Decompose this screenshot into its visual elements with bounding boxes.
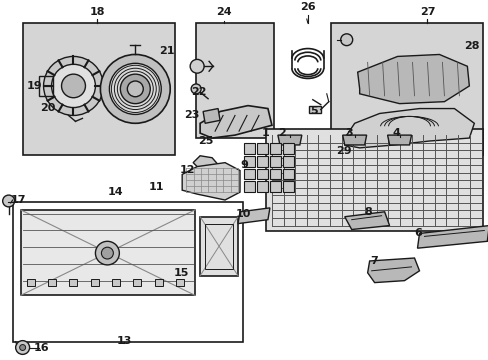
- Text: 29: 29: [335, 146, 351, 156]
- Text: 5: 5: [309, 105, 317, 116]
- Text: 15: 15: [173, 268, 188, 278]
- Bar: [244, 156, 254, 167]
- Text: 11: 11: [148, 182, 164, 192]
- Text: 3: 3: [345, 128, 353, 138]
- Circle shape: [109, 63, 161, 114]
- Polygon shape: [357, 54, 468, 104]
- Bar: [155, 279, 163, 285]
- Polygon shape: [417, 226, 488, 248]
- Polygon shape: [182, 163, 240, 200]
- Bar: [330, 23, 482, 155]
- Bar: [283, 181, 293, 192]
- Text: 19: 19: [26, 81, 42, 91]
- Text: 20: 20: [41, 103, 56, 113]
- Text: 27: 27: [419, 7, 434, 17]
- Text: 14: 14: [107, 187, 123, 197]
- Circle shape: [101, 247, 113, 259]
- Text: 2: 2: [277, 128, 285, 138]
- Text: 13: 13: [117, 336, 132, 346]
- Circle shape: [190, 59, 203, 73]
- Bar: [283, 143, 293, 154]
- Polygon shape: [277, 135, 301, 145]
- Circle shape: [61, 74, 85, 98]
- Bar: [308, 105, 320, 113]
- Bar: [244, 143, 254, 154]
- Circle shape: [340, 34, 352, 46]
- Text: 16: 16: [34, 342, 49, 352]
- Circle shape: [2, 195, 15, 207]
- Polygon shape: [238, 208, 269, 224]
- Text: 8: 8: [364, 207, 372, 217]
- Text: 4: 4: [392, 128, 400, 138]
- Bar: [256, 168, 267, 179]
- Bar: [200, 217, 238, 276]
- Bar: [20, 210, 195, 296]
- Bar: [112, 279, 120, 285]
- Bar: [196, 23, 273, 138]
- Bar: [39, 76, 52, 96]
- Text: 7: 7: [370, 256, 378, 266]
- Bar: [91, 279, 99, 285]
- Circle shape: [127, 81, 143, 97]
- Bar: [265, 129, 482, 231]
- Circle shape: [51, 64, 95, 108]
- Bar: [13, 202, 243, 342]
- Text: 10: 10: [236, 209, 251, 219]
- Text: 28: 28: [463, 41, 478, 51]
- Bar: [269, 156, 280, 167]
- Bar: [176, 279, 184, 285]
- Polygon shape: [367, 258, 419, 283]
- Polygon shape: [342, 135, 366, 145]
- Bar: [133, 279, 141, 285]
- Text: 6: 6: [414, 229, 422, 238]
- Bar: [256, 143, 267, 154]
- Circle shape: [120, 74, 150, 104]
- Circle shape: [43, 57, 103, 116]
- Bar: [244, 181, 254, 192]
- Bar: [283, 168, 293, 179]
- Bar: [269, 181, 280, 192]
- Circle shape: [16, 341, 30, 354]
- Bar: [26, 279, 35, 285]
- Bar: [269, 143, 280, 154]
- Polygon shape: [387, 135, 411, 145]
- Text: 26: 26: [300, 2, 315, 12]
- Polygon shape: [193, 156, 218, 171]
- Circle shape: [95, 241, 119, 265]
- Bar: [283, 156, 293, 167]
- Circle shape: [100, 54, 170, 123]
- Text: 25: 25: [198, 136, 213, 146]
- Polygon shape: [344, 212, 389, 230]
- Circle shape: [191, 84, 201, 94]
- Bar: [269, 168, 280, 179]
- Bar: [256, 181, 267, 192]
- Text: 1: 1: [262, 128, 269, 138]
- Circle shape: [20, 345, 25, 350]
- Text: 18: 18: [89, 7, 105, 17]
- Text: 12: 12: [180, 165, 195, 175]
- Bar: [244, 168, 254, 179]
- Bar: [22, 23, 175, 155]
- Bar: [204, 224, 233, 269]
- Text: 17: 17: [11, 195, 26, 205]
- Text: 24: 24: [216, 7, 231, 17]
- Bar: [48, 279, 56, 285]
- Bar: [69, 279, 77, 285]
- Text: 21: 21: [159, 45, 174, 55]
- Text: 23: 23: [184, 111, 199, 121]
- Text: 9: 9: [240, 159, 247, 170]
- Bar: [256, 156, 267, 167]
- Polygon shape: [203, 109, 220, 123]
- Polygon shape: [344, 109, 473, 148]
- Text: 22: 22: [191, 87, 206, 97]
- Polygon shape: [200, 105, 271, 138]
